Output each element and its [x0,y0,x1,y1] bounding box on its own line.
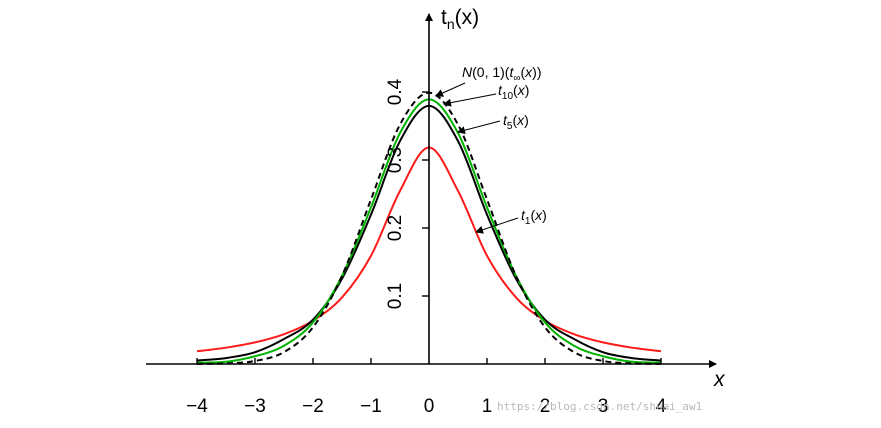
x-tick-label: 3 [598,396,609,417]
arrow-normal [435,82,466,97]
arrow-t5 [457,120,501,135]
series-label-t10: t10(x) [498,82,529,102]
x-tick-label: −2 [302,396,324,417]
x-tick-label: 2 [540,396,551,417]
y-tick-label: 0.1 [385,283,406,309]
series-label-t1: t1(x) [521,207,547,227]
x-tick-label: 0 [424,396,435,417]
watermark-text: https://blog.csdn.net/shuai_aw1 [497,400,702,413]
y-tick-label: 0.2 [385,215,406,241]
annotations-layer: N(0, 1)(t∞(x))t10(x) t5(x) t1(x) https://bl… [435,64,702,413]
x-tick-label: −3 [244,396,266,417]
y-tick-label: 0.4 [385,78,406,105]
arrow-t1 [475,217,519,234]
y-axis-title: tn(x) [441,6,479,32]
x-axis-title: x [713,368,726,391]
series-label-normal: N(0, 1)(t∞(x)) [462,64,542,84]
x-tick-label: 1 [482,396,493,417]
y-tick-label: 0.3 [385,147,406,173]
axes-layer [146,13,717,368]
labels-layer: −4 −3 −2 −1 0 1 2 3 4 0.1 0.2 0.3 0.4 x tn(x) [186,6,726,417]
x-tick-label: −1 [360,396,382,417]
series-label-t5: t5(x) [503,112,529,132]
x-tick-label: 4 [656,396,667,417]
x-tick-label: −4 [186,396,208,417]
arrow-t10 [443,93,497,107]
